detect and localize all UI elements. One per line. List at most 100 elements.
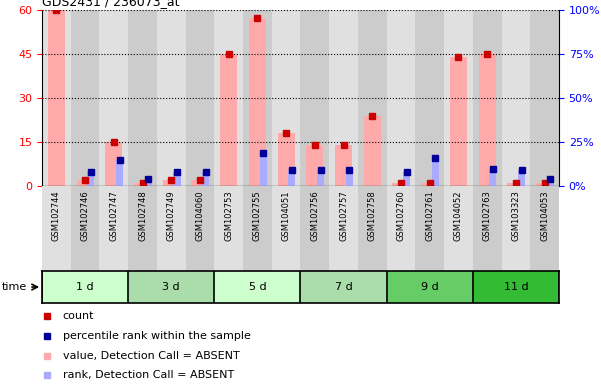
Bar [76,180,94,186]
Bar [358,186,386,271]
Bar [501,186,530,271]
Bar [364,116,381,186]
Bar [478,54,496,186]
Text: 9 d: 9 d [421,282,439,292]
Bar [157,10,186,186]
Bar [220,54,237,186]
Bar [249,18,266,186]
Bar [415,10,444,186]
Bar [42,10,71,186]
Text: GSM102746: GSM102746 [81,190,90,241]
Text: 7 d: 7 d [335,282,352,292]
Text: GSM102757: GSM102757 [339,190,348,241]
Bar [358,10,386,186]
Text: GSM102753: GSM102753 [224,190,233,241]
Bar [215,271,300,303]
Bar [288,170,296,186]
Text: GSM104051: GSM104051 [282,190,291,241]
Bar [392,183,410,186]
Text: value, Detection Call = ABSENT: value, Detection Call = ABSENT [63,351,239,361]
Bar [444,10,473,186]
Bar [335,145,352,186]
Text: time: time [1,282,26,292]
Bar [145,179,152,186]
Bar [128,10,157,186]
Bar [100,186,128,271]
Bar [157,186,186,271]
Text: GSM102763: GSM102763 [483,190,492,241]
Bar [346,170,353,186]
Bar [432,158,439,186]
Bar [87,172,94,186]
Bar [329,10,358,186]
Bar [191,180,209,186]
Bar [215,10,243,186]
Bar [278,133,294,186]
Text: GSM102761: GSM102761 [426,190,434,241]
Bar [547,179,554,186]
Text: GSM102755: GSM102755 [253,190,262,241]
Text: GSM102758: GSM102758 [368,190,377,241]
Bar [300,271,386,303]
Text: GSM102747: GSM102747 [109,190,118,241]
Bar [186,10,215,186]
Bar [186,186,215,271]
Bar [530,186,559,271]
Text: GSM104053: GSM104053 [540,190,549,241]
Bar [317,170,324,186]
Bar [42,186,71,271]
Bar [489,169,496,186]
Bar [105,142,123,186]
Bar [134,183,151,186]
Bar [71,186,100,271]
Bar [272,186,300,271]
Bar [329,186,358,271]
Text: GSM104060: GSM104060 [195,190,204,241]
Bar [473,10,501,186]
Bar [386,271,473,303]
Bar [518,170,525,186]
Bar [116,160,123,186]
Bar [202,172,209,186]
Bar [300,10,329,186]
Bar [473,271,559,303]
Bar [243,10,272,186]
Text: GSM102744: GSM102744 [52,190,61,241]
Bar [536,183,553,186]
Text: GSM102748: GSM102748 [138,190,147,241]
Bar [415,186,444,271]
Bar [501,10,530,186]
Text: GDS2431 / 236073_at: GDS2431 / 236073_at [42,0,180,8]
Text: GSM102749: GSM102749 [167,190,175,241]
Text: rank, Detection Call = ABSENT: rank, Detection Call = ABSENT [63,370,234,380]
Bar [444,186,473,271]
Bar [215,186,243,271]
Text: GSM104052: GSM104052 [454,190,463,241]
Bar [307,145,323,186]
Bar [450,57,467,186]
Bar [260,153,267,186]
Text: count: count [63,311,94,321]
Bar [174,172,181,186]
Bar [128,271,215,303]
Text: percentile rank within the sample: percentile rank within the sample [63,331,251,341]
Bar [530,10,559,186]
Bar [128,186,157,271]
Text: 11 d: 11 d [504,282,528,292]
Bar [386,10,415,186]
Bar [163,180,180,186]
Bar [272,10,300,186]
Bar [100,10,128,186]
Bar [421,183,438,186]
Bar [42,271,128,303]
Text: GSM103323: GSM103323 [511,190,520,241]
Bar [48,10,65,186]
Bar [403,172,410,186]
Text: 1 d: 1 d [76,282,94,292]
Bar [386,186,415,271]
Text: GSM102760: GSM102760 [397,190,406,241]
Text: 5 d: 5 d [249,282,266,292]
Text: 3 d: 3 d [162,282,180,292]
Bar [71,10,100,186]
Bar [243,186,272,271]
